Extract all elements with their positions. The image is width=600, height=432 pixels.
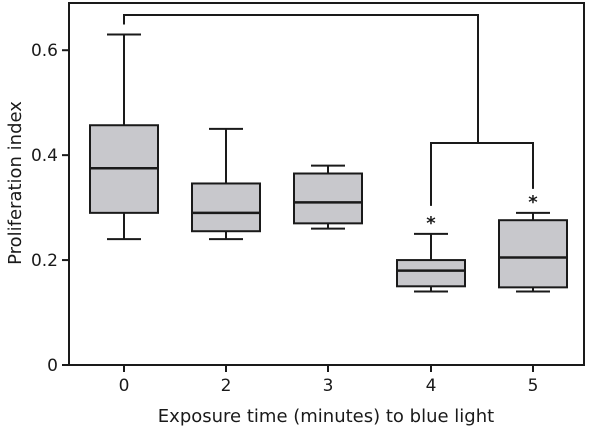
x-tick-label: 5 [528,376,539,396]
iqr-box [498,219,568,289]
y-tick-label: 0.4 [31,146,58,166]
x-tick-label: 0 [119,376,130,396]
iqr-box [396,259,466,288]
box-2 [191,127,261,241]
significance-mark: * [528,192,538,213]
bracket-inner [430,142,534,206]
iqr-box [293,172,363,225]
box-0 [89,33,159,241]
y-axis: 0 0.2 0.4 0.6 [31,41,69,376]
plot-frame [68,2,585,366]
x-tick-label: 4 [426,376,437,396]
x-axis-title: Exposure time (minutes) to blue light [158,406,494,427]
x-tick-label: 3 [323,376,334,396]
x-tick-label: 2 [221,376,232,396]
iqr-box [191,182,261,233]
y-tick-label: 0 [47,356,58,376]
box-5: * [498,192,568,293]
y-axis-title: Proliferation index [5,101,26,265]
bracket-top [123,14,479,143]
box-series: ** [89,33,568,293]
significance-mark: * [426,213,436,234]
x-axis: 0 2 3 4 5 [119,365,539,396]
significance-brackets [123,14,534,206]
box-3 [293,164,363,230]
box-4: * [396,213,466,293]
y-tick-label: 0.2 [31,251,58,271]
y-tick-label: 0.6 [31,41,58,61]
